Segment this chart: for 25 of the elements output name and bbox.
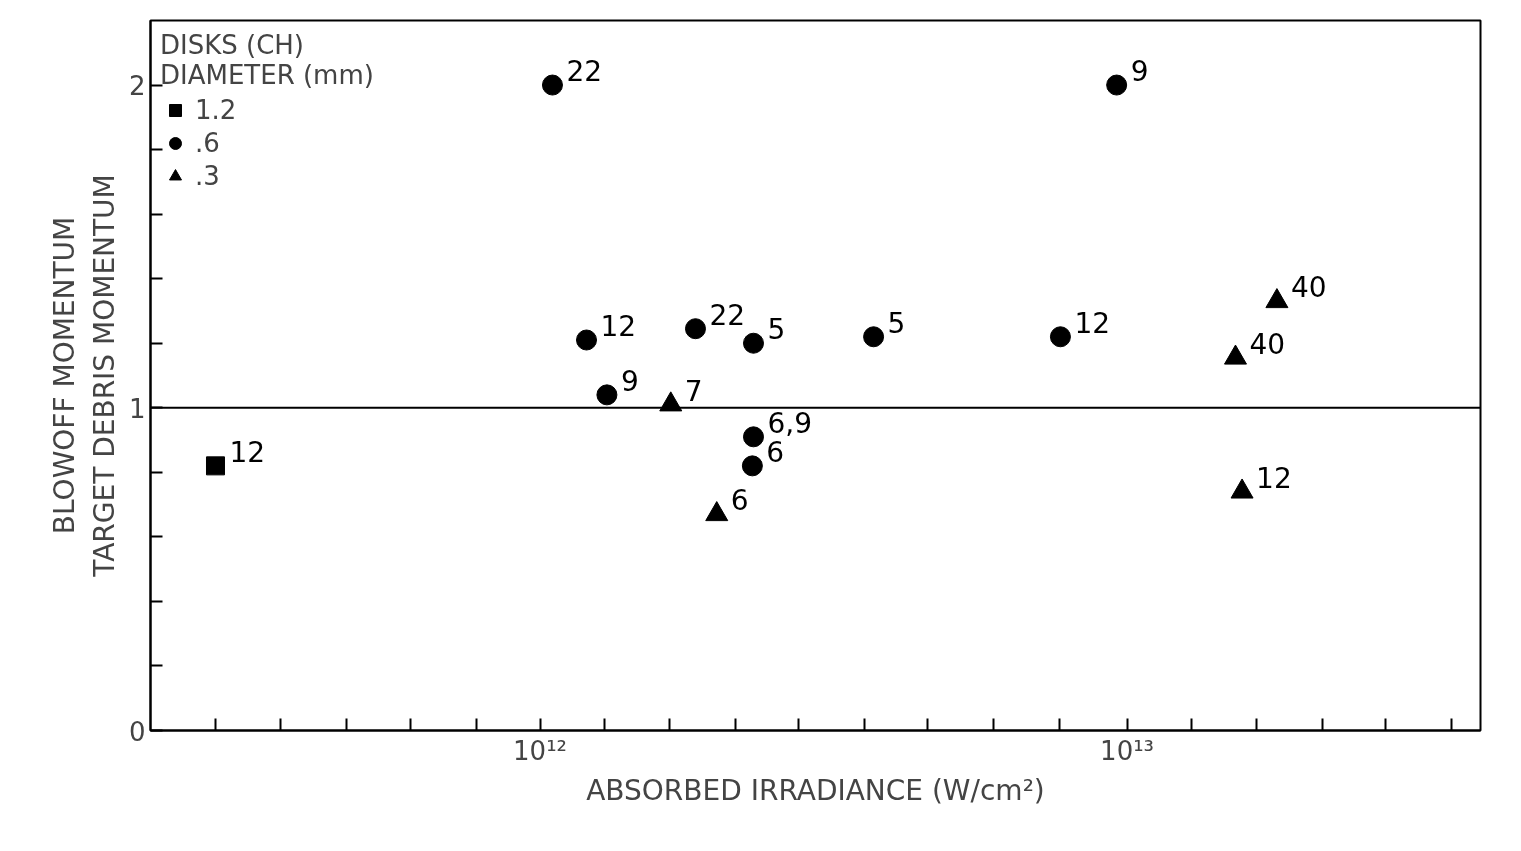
annotation: 9 (620, 364, 639, 398)
legend-label: .6 (195, 128, 220, 158)
annotation: 9 (1130, 55, 1149, 89)
annotation: 40 (1249, 327, 1286, 361)
annotation: 7 (684, 374, 703, 408)
y-axis-title: BLOWOFF MOMENTUM TARGET DEBRIS MOMENTUM (48, 174, 121, 578)
annotation: 12 (229, 435, 266, 469)
legend-label: .3 (195, 161, 220, 191)
y-tick-label: 0 (128, 716, 146, 747)
legend-label: 1.2 (195, 95, 237, 125)
annotation: 5 (767, 313, 786, 347)
annotation: 12 (1074, 306, 1111, 340)
annotation: 22 (566, 55, 603, 89)
y-tick-label: 1 (128, 393, 146, 424)
y-tick-label: 2 (128, 71, 146, 102)
annotation: 22 (709, 298, 746, 332)
annotation: 40 (1290, 271, 1327, 305)
x-axis-title: ABSORBED IRRADIANCE (W/cm²) (586, 773, 1045, 807)
x-tick-label: 10¹² (513, 735, 567, 766)
x-tick-label: 10¹³ (1100, 735, 1155, 766)
annotation: 12 (1256, 461, 1292, 495)
annotation: 12 (600, 310, 637, 343)
annotation: 6 (730, 484, 749, 518)
legend-title: DISKS (CH) DIAMETER (mm) (160, 30, 374, 90)
annotation: 5 (887, 306, 906, 340)
